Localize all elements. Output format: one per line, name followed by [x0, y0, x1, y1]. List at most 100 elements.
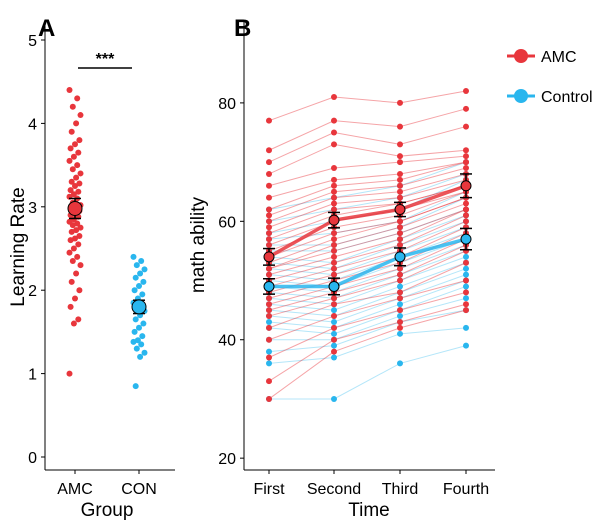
panel-a-data-point	[133, 262, 140, 269]
panel-b-data-point	[266, 395, 272, 402]
panel-b-data-point	[397, 277, 403, 284]
panel-b-data-point	[397, 289, 403, 296]
legend-amc-marker	[514, 49, 528, 63]
panel-b-data-point	[266, 354, 272, 361]
panel-a-means	[67, 197, 147, 315]
panel-b-data-point	[266, 218, 272, 225]
panel-b-xlabel: Time	[348, 500, 390, 521]
panel-a-y-tick-label: 4	[28, 116, 37, 133]
panel-a-data-point	[140, 320, 147, 327]
panel-b-y-tick-label: 80	[218, 96, 236, 113]
panel-b-data-point	[331, 324, 337, 331]
panel-a-data-point	[76, 180, 83, 187]
panel-b-mean-marker	[460, 233, 472, 245]
panel-b-mean-marker	[394, 203, 406, 215]
panel-a-data-point	[130, 338, 137, 345]
panel-b-subject-line	[268, 309, 467, 353]
panel-b-data-point	[266, 313, 272, 320]
panel-a-data-point	[77, 112, 84, 119]
panel-b-data-point	[463, 271, 469, 278]
panel-b-data-point	[397, 153, 403, 160]
panel-b-subject-line	[268, 209, 467, 270]
panel-a-data-point	[70, 245, 77, 252]
panel-b-data-point	[397, 188, 403, 195]
panel-b-subject-line	[268, 262, 467, 329]
panel-a-data-point	[69, 166, 76, 173]
panel-b-data-point	[331, 253, 337, 260]
panel-b-data-point	[266, 271, 272, 278]
panel-b-data-point	[463, 265, 469, 272]
panel-b-mean-marker	[460, 180, 472, 192]
panel-b-subject-line	[268, 179, 467, 228]
panel-a-data-point	[72, 182, 78, 189]
panel-b-subject-line	[268, 268, 467, 317]
panel-b-subject-line	[268, 173, 467, 222]
panel-b-data-point	[397, 123, 403, 130]
panel-a-data-point	[68, 278, 75, 285]
panel-a-data-point	[73, 120, 80, 127]
panel-b-data-point	[463, 324, 469, 331]
panel-a-data-point	[77, 224, 84, 231]
panel-b-data-point	[331, 236, 337, 243]
panel-a-mean-marker	[67, 200, 83, 216]
panel-b-data-point	[397, 224, 403, 231]
panel-b-data-point	[331, 342, 337, 349]
panel-a-data-point	[66, 157, 73, 164]
panel-a-data-point	[68, 178, 75, 185]
panel-b-data-point	[331, 176, 337, 183]
panel-a-data-point	[68, 228, 75, 235]
panel-b-data-point	[397, 230, 403, 237]
panel-b-data-point	[266, 182, 272, 189]
panel-b-data-point	[331, 230, 337, 237]
panel-b-x-tick-label: Third	[382, 481, 418, 498]
panel-b-data-point	[331, 188, 337, 195]
panel-b-subject-line	[268, 203, 467, 270]
panel-b-subject-line	[268, 285, 467, 335]
panel-b-mean-marker	[328, 280, 340, 292]
panel-b-subject-line	[268, 220, 467, 287]
legend: AMC Control	[507, 49, 593, 106]
panel-b-data-point	[331, 313, 337, 320]
panel-a-data-point	[69, 222, 76, 229]
panel-b: B 20 40 60 80 First Second Third Fourth math a…	[188, 15, 593, 521]
panel-b-data-point	[266, 230, 272, 237]
panel-b-data-point	[463, 301, 469, 308]
panel-b-data-point	[266, 224, 272, 231]
panel-b-subject-line	[268, 143, 467, 175]
panel-a-data-point	[74, 95, 81, 102]
panel-b-data-point	[463, 295, 469, 302]
panel-b-subject-line	[268, 197, 467, 264]
panel-a-mean-marker	[131, 299, 147, 315]
significance-label: ***	[96, 51, 115, 68]
panel-a-y-tick-label: 5	[28, 33, 37, 50]
panel-a: A 0 1 2 3 4 5 AMC CON *** Learning Rate Group	[8, 15, 175, 521]
panel-b-data-point	[397, 295, 403, 302]
panel-b-data-point	[331, 129, 337, 136]
panel-a-data-point	[75, 316, 82, 323]
panel-b-data-point	[331, 93, 337, 100]
panel-a-data-point	[136, 324, 142, 331]
panel-b-y-tick-label: 20	[218, 451, 236, 468]
panel-b-data-point	[397, 283, 403, 290]
panel-b-subject-line	[268, 250, 467, 299]
panel-b-subject-line	[268, 280, 467, 341]
panel-a-data-point	[137, 353, 144, 360]
panel-a-y-ticks: 0 1 2 3 4 5	[28, 33, 45, 467]
panel-a-data-point	[141, 266, 148, 273]
panel-b-data-point	[266, 348, 272, 355]
panel-b-subject-line	[268, 244, 467, 311]
panel-b-subject-line	[268, 220, 467, 270]
panel-a-y-tick-label: 1	[28, 367, 37, 384]
panel-b-data-point	[331, 242, 337, 248]
panel-b-data-point	[397, 242, 403, 248]
panel-a-x-ticks: AMC CON	[57, 470, 157, 498]
panel-b-x-tick-label: Fourth	[443, 481, 489, 498]
panel-a-data-point	[141, 349, 148, 356]
panel-b-data-point	[266, 147, 272, 154]
panel-a-data-point	[73, 270, 80, 277]
panel-a-data-point	[131, 328, 138, 335]
panel-b-subject-line	[268, 161, 467, 210]
panel-b-data-point	[397, 182, 403, 189]
panel-b-subject-line	[268, 209, 467, 276]
panel-b-data-point	[397, 330, 403, 337]
